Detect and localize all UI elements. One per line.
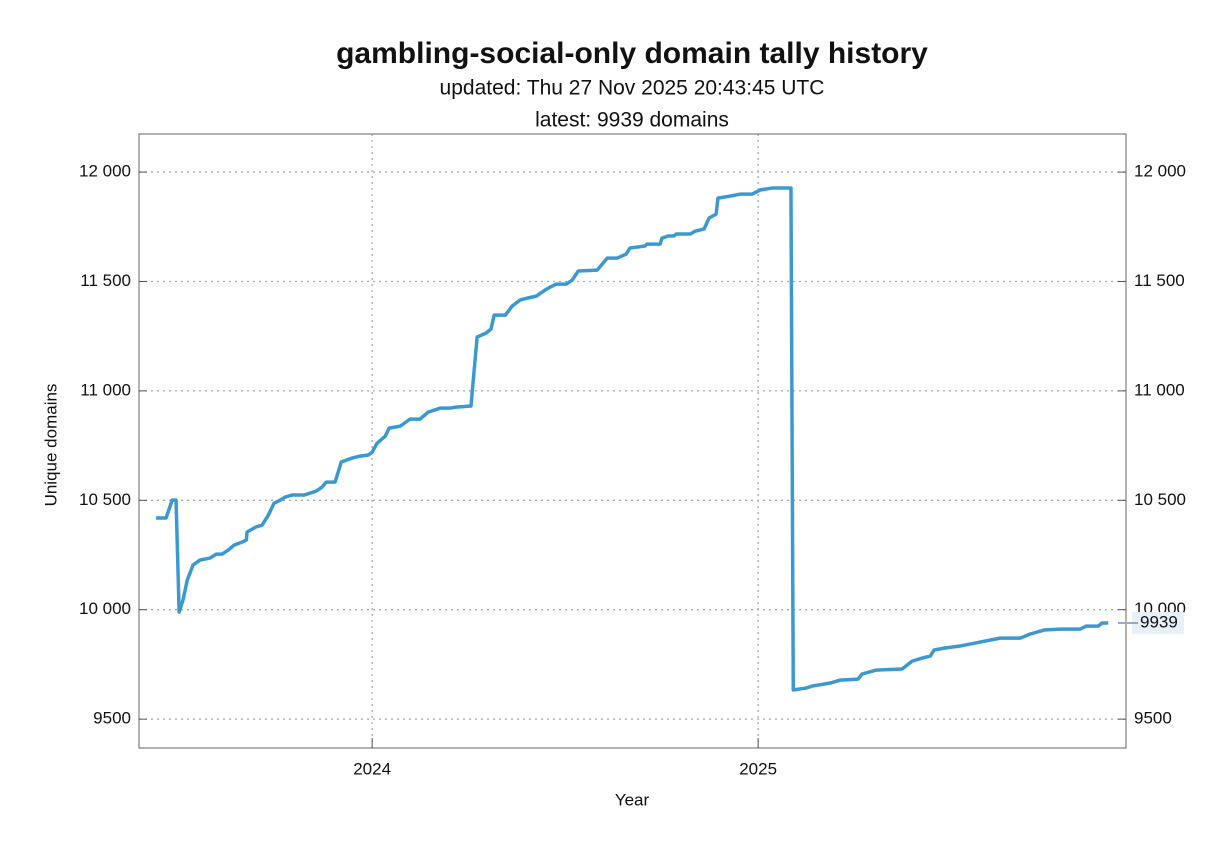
y2-tick-label: 9500 bbox=[1134, 709, 1172, 728]
y2-tick-label: 11 000 bbox=[1134, 380, 1185, 399]
x-tick-label: 2025 bbox=[739, 759, 777, 778]
y2-tick-label: 12 000 bbox=[1134, 162, 1186, 181]
x-axis-label: Year bbox=[615, 790, 650, 809]
y-tick-label: 10 000 bbox=[79, 599, 131, 618]
chart-subtitle: updated: Thu 27 Nov 2025 20:43:45 UTC bbox=[440, 77, 825, 100]
y2-tick-label: 10 500 bbox=[1134, 490, 1186, 509]
y-tick-label: 9500 bbox=[93, 709, 131, 728]
y-tick-label: 11 000 bbox=[80, 380, 131, 399]
y-tick-label: 12 000 bbox=[79, 162, 131, 181]
x-tick-label: 2024 bbox=[353, 759, 391, 778]
plot-frame bbox=[138, 133, 1127, 749]
annotation-label: 9939 bbox=[1140, 613, 1178, 632]
data-line bbox=[155, 186, 1109, 692]
y2-tick-label: 11 500 bbox=[1134, 271, 1185, 290]
y-tick-label: 11 500 bbox=[80, 271, 131, 290]
y-tick-label: 10 500 bbox=[79, 490, 131, 509]
annotation-bg bbox=[1132, 612, 1184, 635]
chart-title: gambling-social-only domain tally histor… bbox=[336, 37, 928, 70]
chart-subtitle: latest: 9939 domains bbox=[535, 109, 729, 132]
y-axis-label: Unique domains bbox=[41, 384, 60, 507]
